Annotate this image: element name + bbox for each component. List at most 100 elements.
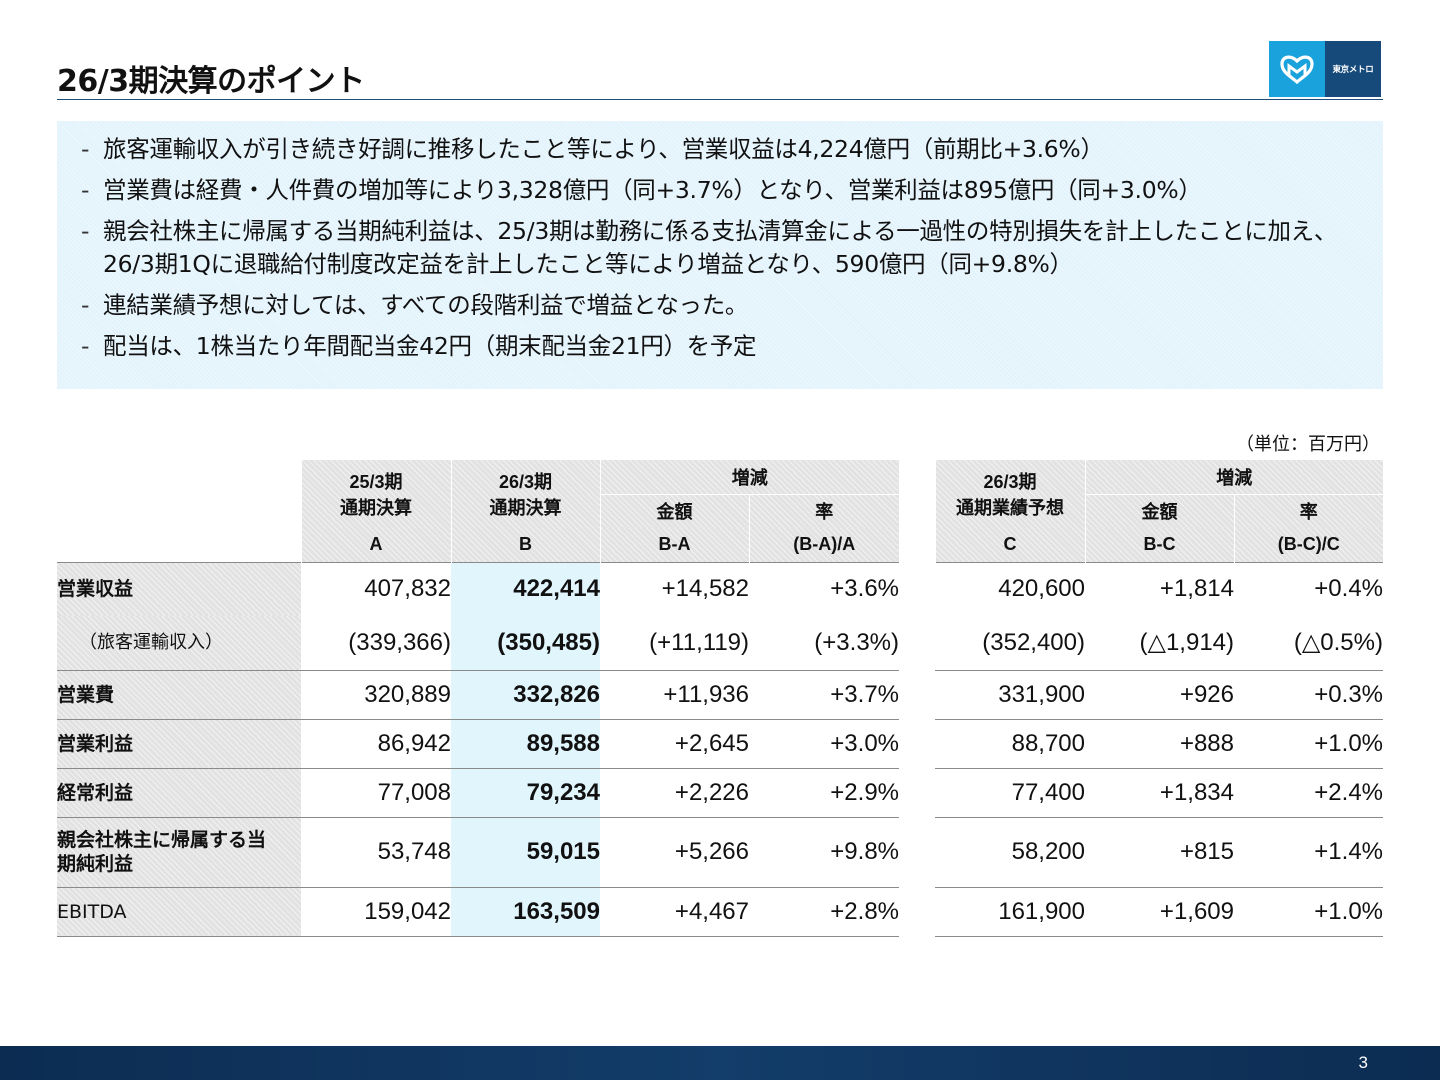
bullet-dash: -: [81, 332, 90, 360]
col-label-a: A: [300, 528, 451, 562]
bullet-dash: -: [81, 176, 90, 204]
col-header-diff-amount: 金額: [599, 494, 749, 528]
col-label-c: C: [934, 528, 1085, 562]
table-row: EBITDA 159,042 163,509 +4,467 +2.8% 161,…: [57, 887, 1383, 937]
cell-ba-rate: +2.9%: [749, 768, 899, 818]
table-row: （旅客運輸収入） (339,366) (350,485) (+11,119) (…: [57, 616, 1383, 671]
cell-a: 53,748: [301, 817, 451, 888]
col-header-diff-rate: 率: [748, 494, 899, 528]
col-label-ba: B-A: [599, 528, 749, 562]
key-point: - 配当は、1株当たり年間配当金42円（期末配当金21円）を予定: [81, 330, 1361, 363]
table-row: 営業利益 86,942 89,588 +2,645 +3.0% 88,700 +…: [57, 719, 1383, 769]
financial-results-table: 25/3期 通期決算 26/3期 通期決算 増減 26/3期 通期業績予想 増減 金額…: [57, 460, 1383, 937]
cell-bc: +1,834: [1085, 768, 1234, 818]
cell-bc: +926: [1085, 670, 1234, 720]
cell-bc: (△1,914): [1085, 616, 1234, 671]
cell-ba: +2,226: [600, 768, 749, 818]
key-point-text: 配当は、1株当たり年間配当金42円（期末配当金21円）を予定: [103, 332, 757, 360]
row-label: （旅客運輸収入）: [57, 616, 301, 671]
footer-bar: 3: [0, 1046, 1440, 1080]
cell-b: (350,485): [451, 616, 600, 671]
cell-a: 77,008: [301, 768, 451, 818]
cell-ba: +14,582: [600, 561, 749, 616]
cell-a: (339,366): [301, 616, 451, 671]
title-divider: [57, 99, 1383, 100]
page-title: 26/3期決算のポイント: [57, 64, 365, 99]
key-point-text: 旅客運輸収入が引き続き好調に推移したこと等により、営業収益は4,224億円（前期…: [103, 135, 1104, 163]
row-label: 営業収益: [57, 561, 301, 616]
cell-bc: +888: [1085, 719, 1234, 769]
key-point-text: 親会社株主に帰属する当期純利益は、25/3期は勤務に係る支払清算金による一過性の…: [103, 217, 1338, 278]
cell-bc-rate: (△0.5%): [1234, 616, 1383, 671]
key-points-box: - 旅客運輸収入が引き続き好調に推移したこと等により、営業収益は4,224億円（前…: [57, 121, 1383, 389]
cell-ba: +11,936: [600, 670, 749, 720]
cell-bc-rate: +1.0%: [1234, 887, 1383, 937]
cell-bc: +1,609: [1085, 887, 1234, 937]
cell-ba: +5,266: [600, 817, 749, 888]
table-row: 親会社株主に帰属する当期純利益 53,748 59,015 +5,266 +9.…: [57, 817, 1383, 888]
row-label: 営業利益: [57, 719, 301, 769]
cell-b: 332,826: [451, 670, 600, 720]
logo-wordmark: 東京メトロ: [1325, 41, 1381, 97]
col-label-ba-rate: (B-A)/A: [748, 528, 899, 562]
key-point-text: 営業費は経費・人件費の増加等により3,328億円（同+3.7%）となり、営業利益…: [103, 176, 1202, 204]
cell-bc-rate: +0.4%: [1234, 561, 1383, 616]
cell-b: 79,234: [451, 768, 600, 818]
cell-ba: +2,645: [600, 719, 749, 769]
col-header-c: 26/3期 通期業績予想: [934, 460, 1085, 528]
cell-ba-rate: +9.8%: [749, 817, 899, 888]
cell-ba-rate: +3.0%: [749, 719, 899, 769]
cell-bc-rate: +1.0%: [1234, 719, 1383, 769]
cell-b: 89,588: [451, 719, 600, 769]
cell-bc-rate: +0.3%: [1234, 670, 1383, 720]
page-number: 3: [1358, 1053, 1368, 1072]
company-logo: 東京メトロ: [1269, 41, 1383, 97]
cell-c: 88,700: [935, 719, 1085, 769]
cell-bc: +815: [1085, 817, 1234, 888]
col-header-diff2-amount: 金額: [1084, 494, 1234, 528]
cell-a: 86,942: [301, 719, 451, 769]
row-label: 親会社株主に帰属する当期純利益: [57, 817, 301, 888]
cell-c: 161,900: [935, 887, 1085, 937]
bullet-dash: -: [81, 217, 90, 245]
cell-c: 77,400: [935, 768, 1085, 818]
cell-c: 420,600: [935, 561, 1085, 616]
cell-a: 407,832: [301, 561, 451, 616]
cell-b: 59,015: [451, 817, 600, 888]
cell-ba-rate: +3.7%: [749, 670, 899, 720]
cell-b: 163,509: [451, 887, 600, 937]
cell-c: 58,200: [935, 817, 1085, 888]
cell-c: 331,900: [935, 670, 1085, 720]
col-header-diff-group: 増減: [599, 460, 899, 495]
col-header-a: 25/3期 通期決算: [300, 460, 451, 528]
cell-bc-rate: +1.4%: [1234, 817, 1383, 888]
cell-ba: (+11,119): [600, 616, 749, 671]
cell-bc: +1,814: [1085, 561, 1234, 616]
row-label: EBITDA: [57, 887, 301, 937]
key-point-text: 連結業績予想に対しては、すべての段階利益で増益となった。: [103, 291, 749, 319]
bullet-dash: -: [81, 291, 90, 319]
col-label-bc: B-C: [1084, 528, 1234, 562]
cell-a: 159,042: [301, 887, 451, 937]
table-row: 営業費 320,889 332,826 +11,936 +3.7% 331,90…: [57, 670, 1383, 720]
col-label-bc-rate: (B-C)/C: [1233, 528, 1383, 562]
table-row: 営業収益 407,832 422,414 +14,582 +3.6% 420,6…: [57, 561, 1383, 616]
col-header-diff2-group: 増減: [1084, 460, 1383, 495]
table-row: 経常利益 77,008 79,234 +2,226 +2.9% 77,400 +…: [57, 768, 1383, 818]
cell-bc-rate: +2.4%: [1234, 768, 1383, 818]
cell-b: 422,414: [451, 561, 600, 616]
cell-ba-rate: (+3.3%): [749, 616, 899, 671]
cell-ba-rate: +3.6%: [749, 561, 899, 616]
col-header-b: 26/3期 通期決算: [450, 460, 600, 528]
key-point: - 営業費は経費・人件費の増加等により3,328億円（同+3.7%）となり、営業利…: [81, 174, 1361, 207]
key-point: - 親会社株主に帰属する当期純利益は、25/3期は勤務に係る支払清算金による一過性…: [81, 215, 1361, 281]
key-point: - 連結業績予想に対しては、すべての段階利益で増益となった。: [81, 289, 1361, 322]
row-label: 経常利益: [57, 768, 301, 818]
key-point: - 旅客運輸収入が引き続き好調に推移したこと等により、営業収益は4,224億円（前…: [81, 133, 1361, 166]
unit-note: （単位：百万円）: [1236, 434, 1380, 455]
corner-cell: [57, 460, 301, 562]
col-header-diff2-rate: 率: [1233, 494, 1383, 528]
tokyo-metro-heart-m-icon: [1269, 41, 1325, 97]
cell-a: 320,889: [301, 670, 451, 720]
row-label: 営業費: [57, 670, 301, 720]
